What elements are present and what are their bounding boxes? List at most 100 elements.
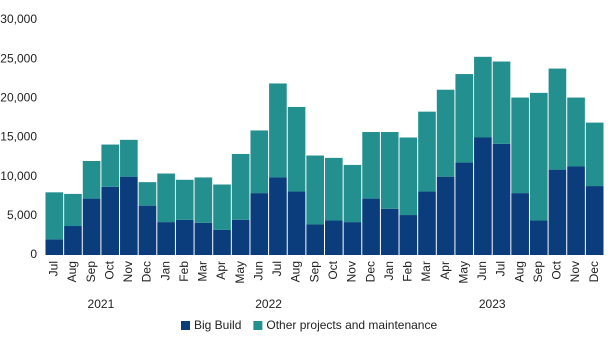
bar-segment	[585, 186, 604, 255]
x-tick-label: Apr	[438, 261, 452, 280]
x-tick-label: Dec	[140, 261, 154, 282]
x-tick-label: Nov	[121, 261, 135, 282]
bar-segment	[101, 144, 120, 187]
bar-segment	[511, 193, 529, 255]
bar-segment	[362, 132, 380, 199]
bar-segment	[418, 111, 436, 192]
legend-label: Big Build	[194, 318, 241, 332]
year-label: 2023	[479, 297, 506, 311]
bar-segment	[82, 198, 101, 255]
bar-segment	[492, 143, 511, 255]
bar-segment	[194, 177, 213, 223]
x-tick-label: Feb	[401, 261, 415, 282]
x-tick-label: Oct	[550, 260, 564, 279]
y-tick-label: 30,000	[0, 12, 37, 26]
bar-segment	[548, 169, 567, 255]
bar-segment	[399, 137, 418, 216]
y-tick-label: 5,000	[7, 208, 37, 222]
bar-segment	[567, 97, 585, 167]
y-tick-label: 25,000	[0, 51, 37, 65]
x-tick-label: May	[233, 261, 247, 284]
bar-segment	[306, 224, 324, 255]
legend-swatch	[181, 321, 190, 330]
bar-segment	[362, 198, 380, 255]
bar-segment	[250, 193, 269, 255]
legend-label: Other projects and maintenance	[266, 318, 437, 332]
bar-segment	[343, 222, 362, 255]
x-tick-label: Aug	[289, 261, 303, 282]
x-tick-label: Jul	[494, 261, 508, 276]
bar-segment	[325, 157, 343, 221]
bar-segment	[157, 222, 175, 255]
x-tick-label: Jul	[46, 261, 60, 276]
bar-segment	[380, 208, 399, 255]
bar-segment	[269, 83, 287, 178]
x-tick-label: Mar	[419, 261, 433, 282]
bar-segment	[529, 92, 548, 221]
bar-segment	[138, 182, 157, 206]
x-tick-label: Aug	[65, 261, 79, 282]
bar-segment	[567, 166, 585, 255]
bar-segment	[231, 219, 250, 255]
bar-segment	[64, 193, 82, 227]
bar-segment	[380, 132, 399, 209]
bar-segment	[474, 137, 492, 255]
bar-segment	[287, 191, 306, 255]
bar-segment	[474, 56, 492, 138]
x-tick-label: Apr	[214, 261, 228, 280]
legend-swatch	[253, 321, 263, 330]
x-tick-label: Sep	[307, 261, 321, 283]
x-tick-label: Mar	[196, 261, 210, 282]
x-tick-label: Aug	[512, 261, 526, 282]
y-tick-label: 0	[30, 247, 37, 261]
bar-segment	[175, 219, 194, 255]
bar-segment	[250, 130, 269, 194]
bar-segment	[529, 220, 548, 255]
x-tick-label: Nov	[568, 261, 582, 282]
bar-segment	[82, 161, 101, 199]
y-tick-label: 20,000	[0, 91, 37, 105]
bar-segment	[455, 74, 474, 163]
bar-segment	[436, 89, 455, 177]
bar-segment	[455, 162, 474, 255]
bar-segment	[399, 215, 418, 255]
bar-segment	[325, 220, 343, 255]
x-tick-label: Oct	[326, 260, 340, 279]
bar-segment	[213, 229, 231, 255]
x-tick-label: Oct	[102, 260, 116, 279]
x-tick-label: Jun	[251, 261, 265, 280]
bar-segment	[194, 222, 213, 255]
x-tick-label: Nov	[345, 261, 359, 282]
x-tick-label: Sep	[84, 261, 98, 283]
x-tick-label: Jan	[158, 261, 172, 280]
x-tick-label: Jun	[475, 261, 489, 280]
bar-segment	[492, 61, 511, 144]
x-tick-label: Sep	[531, 261, 545, 283]
bar-segment	[418, 191, 436, 255]
bar-segment	[45, 192, 64, 240]
y-tick-label: 15,000	[0, 130, 37, 144]
bar-segment	[175, 179, 194, 220]
x-tick-label: Dec	[363, 261, 377, 282]
bar-segment	[213, 184, 231, 230]
bar-segment	[157, 173, 175, 223]
bar-segment	[45, 239, 64, 255]
year-label: 2021	[88, 297, 115, 311]
bar-segment	[231, 153, 250, 220]
bar-segment	[585, 122, 604, 187]
bar-segment	[436, 176, 455, 255]
y-tick-label: 10,000	[0, 169, 37, 183]
x-tick-label: Jan	[382, 261, 396, 280]
bar-segment	[64, 226, 82, 255]
bar-segment	[287, 106, 306, 192]
bar-segment	[548, 68, 567, 170]
bar-segment	[138, 205, 157, 255]
year-label: 2022	[255, 297, 282, 311]
bar-segment	[101, 186, 120, 255]
bar-segment	[343, 164, 362, 223]
x-tick-label: May	[456, 261, 470, 284]
bar-segment	[120, 176, 138, 255]
bar-segment	[120, 139, 138, 177]
bar-segment	[269, 177, 287, 255]
